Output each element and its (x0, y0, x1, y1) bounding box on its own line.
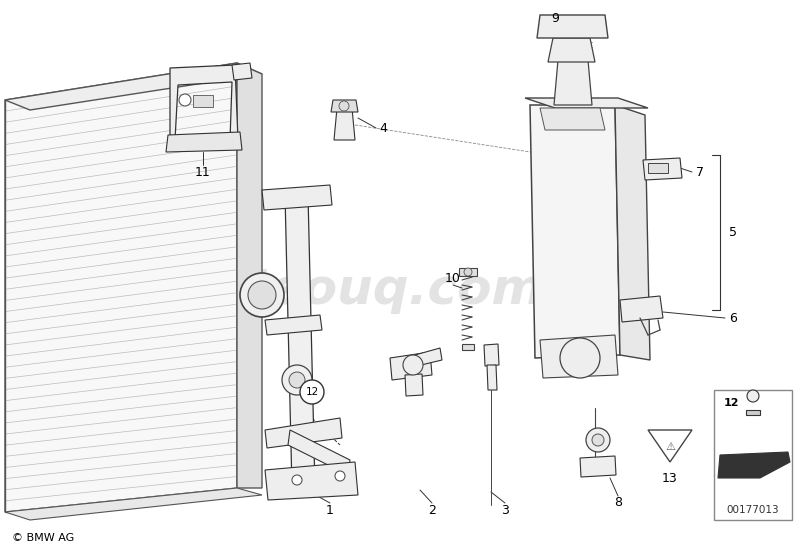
Bar (746, 410, 760, 415)
Polygon shape (288, 430, 350, 475)
Text: 00177013: 00177013 (726, 505, 779, 515)
Circle shape (248, 281, 276, 309)
Polygon shape (548, 38, 595, 62)
Text: © BMW AG: © BMW AG (12, 533, 74, 543)
Polygon shape (170, 65, 238, 140)
Circle shape (560, 338, 600, 378)
Text: 1: 1 (326, 504, 334, 517)
Circle shape (282, 365, 312, 395)
Polygon shape (718, 452, 790, 478)
Circle shape (335, 471, 345, 481)
Polygon shape (487, 365, 497, 390)
Circle shape (339, 101, 349, 111)
Polygon shape (5, 488, 262, 520)
Bar (714, 390, 792, 520)
Polygon shape (648, 430, 692, 462)
Polygon shape (265, 315, 322, 335)
Polygon shape (334, 108, 355, 140)
Text: 2: 2 (428, 504, 436, 517)
Text: partsouq.com: partsouq.com (156, 266, 544, 314)
Polygon shape (265, 462, 358, 500)
Text: 13: 13 (662, 471, 678, 485)
Circle shape (240, 273, 284, 317)
Polygon shape (620, 296, 663, 322)
Polygon shape (5, 63, 237, 512)
Polygon shape (554, 60, 592, 105)
Text: 6: 6 (729, 311, 737, 325)
Text: 10: 10 (445, 272, 461, 285)
Text: 9: 9 (551, 12, 559, 25)
Polygon shape (5, 63, 262, 110)
Circle shape (403, 355, 423, 375)
Bar (462, 344, 474, 350)
Text: 12: 12 (305, 387, 319, 397)
Polygon shape (530, 105, 620, 358)
Circle shape (289, 372, 305, 388)
Text: 7: 7 (696, 165, 704, 178)
Polygon shape (484, 344, 499, 366)
Bar (459, 268, 477, 276)
Circle shape (592, 434, 604, 446)
Circle shape (586, 428, 610, 452)
Polygon shape (540, 108, 605, 130)
Text: 4: 4 (379, 121, 387, 135)
Bar (193, 95, 213, 107)
Polygon shape (405, 374, 423, 396)
Text: 3: 3 (501, 504, 509, 517)
Polygon shape (166, 132, 242, 152)
Polygon shape (237, 63, 262, 488)
Text: ⚠: ⚠ (665, 442, 675, 452)
Polygon shape (540, 335, 618, 378)
Polygon shape (615, 105, 650, 360)
Polygon shape (262, 185, 332, 210)
Text: 12: 12 (723, 398, 739, 408)
Polygon shape (285, 195, 315, 488)
Polygon shape (232, 63, 252, 80)
Circle shape (747, 390, 759, 402)
Polygon shape (331, 100, 358, 112)
Polygon shape (643, 158, 682, 180)
Circle shape (464, 268, 472, 276)
Text: 5: 5 (729, 225, 737, 239)
Circle shape (300, 380, 324, 404)
Polygon shape (415, 348, 442, 366)
Text: 11: 11 (195, 165, 211, 178)
Circle shape (292, 475, 302, 485)
Polygon shape (265, 418, 342, 448)
Polygon shape (390, 352, 432, 380)
Polygon shape (525, 98, 648, 108)
Text: 8: 8 (614, 496, 622, 509)
Circle shape (179, 94, 191, 106)
Polygon shape (580, 456, 616, 477)
Bar (648, 163, 668, 173)
Polygon shape (537, 15, 608, 38)
